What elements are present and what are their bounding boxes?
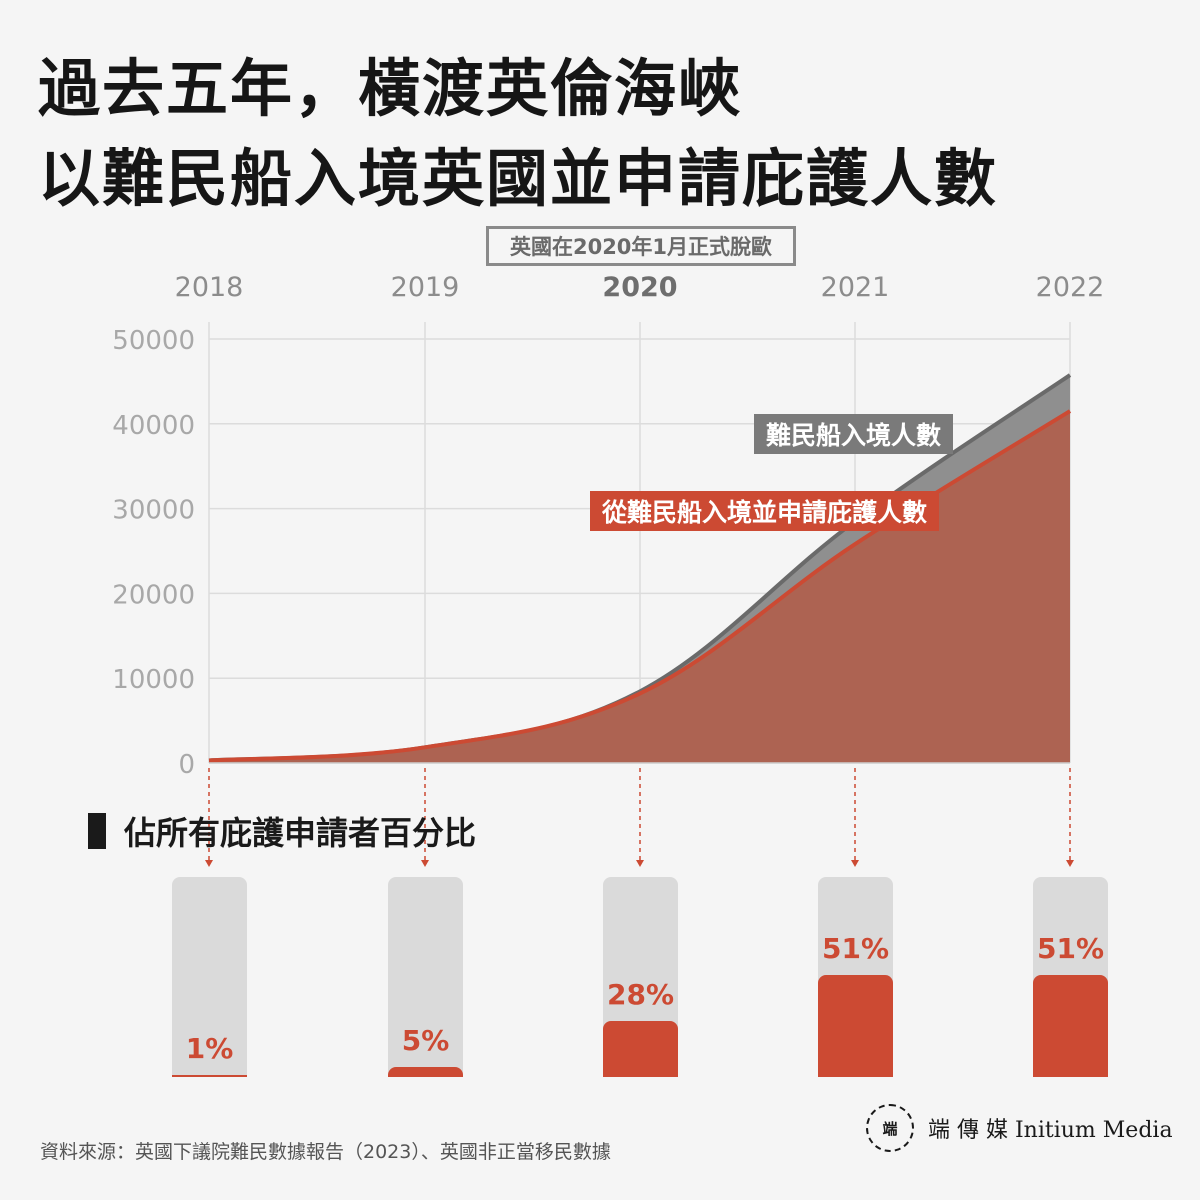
y-tick-label: 10000 (112, 665, 195, 695)
percent-bar-label: 51% (821, 932, 890, 965)
x-tick-label: 2022 (1035, 272, 1105, 303)
connector-arrow-icon (205, 860, 213, 867)
percent-section-heading: 佔所有庇護申請者百分比 (88, 808, 476, 854)
area-asylum-claims (209, 411, 1070, 763)
percent-bar-label: 51% (1036, 932, 1105, 965)
percent-bar-label: 28% (606, 978, 675, 1011)
logo-text: 端 傳 媒 Initium Media (928, 1118, 1173, 1143)
percent-bar-track: 51% (818, 877, 893, 1077)
logo-mark-icon: 端 (866, 1104, 914, 1152)
percent-bar-track: 51% (1033, 877, 1108, 1077)
legend-arrivals: 難民船入境人數 (754, 414, 954, 454)
percent-bar-label: 1% (185, 1032, 234, 1065)
percent-bar-track: 5% (388, 877, 463, 1077)
x-tick-label: 2018 (174, 272, 244, 303)
legend-asylum-claims: 從難民船入境並申請庇護人數 (590, 491, 940, 531)
page-title-line-1: 過去五年，橫渡英倫海峽 (38, 52, 743, 125)
percent-bar-track: 28% (603, 877, 678, 1077)
percent-bar-fill (172, 1075, 247, 1077)
x-tick-label: 2021 (820, 272, 890, 303)
y-tick-label: 30000 (112, 496, 195, 526)
connector-arrow-icon (421, 860, 429, 867)
heading-marker (88, 813, 106, 849)
page-title-line-2: 以難民船入境英國並申請庇護人數 (38, 142, 999, 215)
y-tick-label: 0 (178, 750, 195, 780)
percent-bar-label: 5% (401, 1024, 450, 1057)
y-tick-label: 50000 (112, 326, 195, 356)
percent-section-title: 佔所有庇護申請者百分比 (124, 814, 477, 852)
percent-bar-fill (1033, 975, 1108, 1077)
connector-arrow-icon (851, 860, 859, 867)
connector-arrow-icon (1066, 860, 1074, 867)
y-tick-label: 20000 (112, 580, 195, 610)
connector-arrow-icon (636, 860, 644, 867)
initium-logo: 端 端 傳 媒 Initium Media (866, 1104, 1173, 1152)
percent-bar-fill (603, 1021, 678, 1077)
y-tick-label: 40000 (112, 411, 195, 441)
source-note: 資料來源：英國下議院難民數據報告（2023）、英國非正當移民數據 (40, 1141, 611, 1163)
percent-bar-fill (388, 1067, 463, 1077)
brexit-note: 英國在2020年1月正式脫歐 (486, 226, 796, 266)
x-tick-label: 2019 (390, 272, 460, 303)
percent-bar-fill (818, 975, 893, 1077)
percent-bar-track: 1% (172, 877, 247, 1077)
x-tick-label: 2020 (602, 272, 678, 303)
